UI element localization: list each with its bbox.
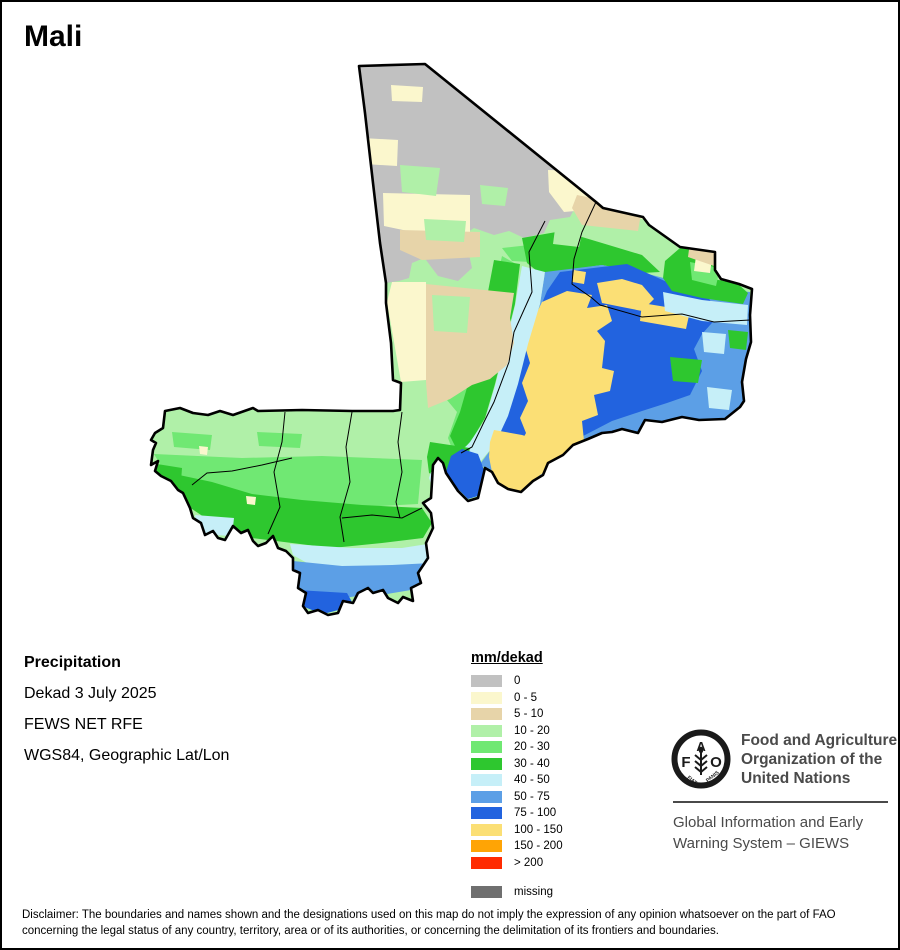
legend-row-mm75_100: 75 - 100 (471, 807, 563, 819)
fao-org-line3: United Nations (741, 770, 851, 787)
legend-row-mm10_20: 10 - 20 (471, 724, 563, 737)
metadata-source: FEWS NET RFE (24, 716, 143, 733)
legend-row-mm20_30: 20 - 30 (471, 741, 563, 753)
giews-line2: Warning System – GIEWS (673, 835, 850, 852)
fao-org-line1: Food and Agriculture (741, 732, 898, 749)
fao-org-name: Food and Agriculture Organization of the… (741, 731, 897, 788)
legend-label-mm10_20: 10 - 20 (514, 724, 550, 737)
legend-row-mm200: > 200 (471, 856, 563, 869)
legend-swatch-mm5_10 (471, 708, 502, 720)
mali-country-outline (149, 62, 754, 617)
legend-label-mm5_10: 5 - 10 (514, 708, 544, 720)
fao-logo-letter-f: F (681, 754, 690, 771)
fao-org-line2: Organization of the (741, 751, 883, 768)
legend-row-mm100_150: 100 - 150 (471, 823, 563, 836)
giews-line1: Global Information and Early (673, 814, 864, 831)
fao-logo: F A O FIAT PANIS (671, 729, 731, 789)
precipitation-raster (151, 64, 752, 615)
legend-label-mm40_50: 40 - 50 (514, 774, 550, 786)
legend-label-mm0: 0 (514, 675, 521, 687)
fao-logo-letter-a: A (696, 739, 706, 754)
fao-logo-letter-o: O (710, 754, 722, 771)
legend-swatch-mm50_75 (471, 790, 502, 803)
legend-swatch-mm100_150 (471, 823, 502, 836)
giews-label: Global Information and Early Warning Sys… (673, 812, 863, 854)
admin-boundaries (191, 201, 751, 543)
legend-swatch-mm0 (471, 675, 502, 687)
legend-label-mm75_100: 75 - 100 (514, 807, 557, 819)
legend-swatch-mm20_30 (471, 741, 502, 753)
legend-row-mm40_50: 40 - 50 (471, 774, 563, 786)
legend-label-mm200: > 200 (514, 856, 544, 869)
legend-row-mm150_200: 150 - 200 (471, 840, 563, 852)
legend-swatch-mm10_20 (471, 724, 502, 737)
metadata-dekad: Dekad 3 July 2025 (24, 685, 157, 702)
legend-header: mm/dekad (471, 650, 543, 666)
legend-label-mm150_200: 150 - 200 (514, 840, 563, 852)
legend-label-mm0_5: 0 - 5 (514, 691, 538, 704)
map-metadata: Precipitation Dekad 3 July 2025 FEWS NET… (24, 654, 229, 778)
disclaimer: Disclaimer: The boundaries and names sho… (22, 908, 888, 939)
legend-label-mm20_30: 20 - 30 (514, 741, 550, 753)
legend-row-mm5_10: 5 - 10 (471, 708, 563, 720)
metadata-heading: Precipitation (24, 654, 121, 671)
legend-swatch-mm75_100 (471, 807, 502, 819)
fao-divider (673, 801, 888, 803)
legend-label-mm30_40: 30 - 40 (514, 757, 550, 770)
legend-row-mm30_40: 30 - 40 (471, 757, 563, 770)
legend-label-mm100_150: 100 - 150 (514, 823, 563, 836)
legend-row-missing: missing (471, 885, 563, 898)
wheat-ear-icon (694, 746, 708, 775)
legend: mm/dekad 0 0 - 5 5 - 10 10 - 20 20 - 30 30 - … (471, 650, 563, 902)
legend-label-missing: missing (514, 885, 553, 898)
legend-swatch-mm0_5 (471, 691, 502, 704)
page-title: Mali (24, 20, 83, 53)
legend-swatch-mm30_40 (471, 757, 502, 770)
legend-row-mm0_5: 0 - 5 (471, 691, 563, 704)
metadata-projection: WGS84, Geographic Lat/Lon (24, 747, 230, 764)
legend-row-mm50_75: 50 - 75 (471, 790, 563, 803)
legend-swatch-mm150_200 (471, 840, 502, 852)
legend-swatch-missing (471, 885, 502, 898)
legend-rows: 0 0 - 5 5 - 10 10 - 20 20 - 30 30 - 40 40 - 50… (471, 675, 563, 898)
disclaimer-line1: Disclaimer: The boundaries and names sho… (22, 909, 836, 921)
fao-motto-fiat: FIAT (686, 775, 698, 786)
legend-swatch-mm40_50 (471, 774, 502, 786)
legend-swatch-mm200 (471, 856, 502, 869)
disclaimer-line2: concerning the legal status of any count… (22, 924, 719, 937)
legend-label-mm50_75: 50 - 75 (514, 790, 550, 803)
legend-row-mm0: 0 (471, 675, 563, 687)
